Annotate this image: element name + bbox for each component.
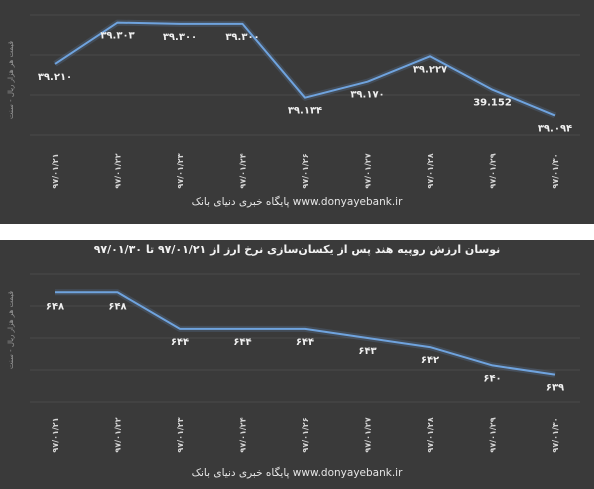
data-label: ۳۹.۳۰۳ xyxy=(100,31,134,42)
data-label: ۶۴۰ xyxy=(483,373,501,384)
x-tick-label: ۹۷/۰۱/۲۲ xyxy=(114,153,123,188)
y-axis-label-wrap: قیمت هر هزار ریال - سنت xyxy=(4,35,18,125)
x-tick-label: ۹۷/۰۱/۲۱ xyxy=(51,417,60,452)
data-label: ۳۹.۱۷۰ xyxy=(350,90,384,101)
x-tick-label: ۹۷/۰۱/۲۴ xyxy=(239,417,248,452)
y-axis-label: قیمت هر هزار ریال - سنت xyxy=(7,291,15,369)
x-tick-label: ۹۷/۰۱/۲۹ xyxy=(489,417,498,452)
x-tick-label: ۹۷/۰۱/۲۸ xyxy=(426,417,435,452)
chart-panel-top: ۳۹.۲۱۰ ۳۹.۳۰۳ ۳۹.۳۰۰ ۳۹.۳۰۰ ۳۹.۱۳۴ ۳۹.۱۷۰ ۳۹.۲… xyxy=(0,0,594,224)
data-label: ۶۴۸ xyxy=(108,301,126,312)
data-label: ۶۴۴ xyxy=(171,337,189,348)
x-tick-label: ۹۷/۰۱/۲۲ xyxy=(114,417,123,452)
x-tick-label: ۹۷/۰۱/۳۰ xyxy=(551,417,560,452)
series-line xyxy=(54,21,556,117)
y-axis-label-wrap: قیمت هر هزار ریال - سنت xyxy=(4,280,18,380)
data-label: 39.152 xyxy=(473,98,512,109)
chart-footer: www.donyayebank.ir پایگاه خبری دنیای بان… xyxy=(191,467,403,479)
x-tick-label: ۹۷/۰۱/۲۳ xyxy=(176,417,185,452)
x-tick-label: ۹۷/۰۱/۲۷ xyxy=(364,417,373,452)
chart-title: نوسان ارزش روپیه هند پس از یکسان‌سازی نر… xyxy=(93,243,501,256)
data-label: ۶۴۸ xyxy=(46,301,64,312)
divider xyxy=(0,224,594,240)
data-label: ۳۹.۳۰۰ xyxy=(163,32,197,43)
x-tick-label: ۹۷/۰۱/۲۱ xyxy=(51,153,60,188)
data-label: ۶۴۳ xyxy=(358,346,376,357)
line-chart-bottom: ۶۴۸ ۶۴۸ ۶۴۴ ۶۴۴ ۶۴۴ ۶۴۳ ۶۴۲ ۶۴۰ ۶۳۹ ۹۷/۰۱/۲۱ ۹۷/۰۱… xyxy=(30,273,580,453)
data-label: ۳۹.۲۲۷ xyxy=(413,64,447,75)
chart-panel-bottom: نوسان ارزش روپیه هند پس از یکسان‌سازی نر… xyxy=(0,240,594,489)
x-tick-label: ۹۷/۰۱/۳۰ xyxy=(551,153,560,188)
x-tick-label: ۹۷/۰۱/۲۸ xyxy=(426,153,435,188)
line-chart-top: ۳۹.۲۱۰ ۳۹.۳۰۳ ۳۹.۳۰۰ ۳۹.۳۰۰ ۳۹.۱۳۴ ۳۹.۱۷۰ ۳۹.۲… xyxy=(30,14,580,189)
data-label: ۳۹.۲۱۰ xyxy=(38,72,72,83)
data-label: ۶۴۲ xyxy=(421,355,439,366)
chart-footer: www.donyayebank.ir پایگاه خبری دنیای بان… xyxy=(191,196,403,208)
y-axis-label: قیمت هر هزار ریال - سنت xyxy=(7,41,15,119)
data-label: ۶۳۹ xyxy=(546,383,564,394)
series-line xyxy=(55,291,556,376)
x-tick-label: ۹۷/۰۱/۲۳ xyxy=(176,153,185,188)
x-tick-label: ۹۷/۰۱/۲۴ xyxy=(239,153,248,188)
data-label: ۳۹.۱۳۴ xyxy=(288,106,322,117)
x-tick-label: ۹۷/۰۱/۲۷ xyxy=(364,153,373,188)
data-label: ۳۹.۰۹۴ xyxy=(538,123,572,134)
x-tick-label: ۹۷/۰۱/۲۶ xyxy=(301,153,310,188)
x-tick-label: ۹۷/۰۱/۲۶ xyxy=(301,417,310,452)
x-tick-label: ۹۷/۰۱/۲۹ xyxy=(489,153,498,188)
data-label: ۳۹.۳۰۰ xyxy=(225,32,259,43)
data-label: ۶۴۴ xyxy=(233,337,251,348)
data-label: ۶۴۴ xyxy=(296,337,314,348)
